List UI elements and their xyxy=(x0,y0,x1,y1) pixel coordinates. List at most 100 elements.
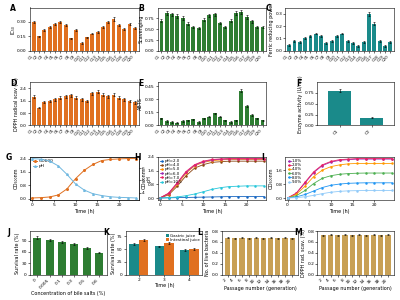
4.0% xyxy=(285,196,290,200)
Bar xyxy=(223,120,227,125)
Bar xyxy=(70,244,78,274)
Bar xyxy=(165,13,169,51)
Bar xyxy=(80,43,84,51)
pH=4.0 xyxy=(201,163,206,166)
Bar xyxy=(303,38,307,51)
Line: pH=5.0: pH=5.0 xyxy=(159,159,265,199)
pH=4.0 xyxy=(262,159,266,163)
Bar xyxy=(46,240,54,274)
pH=7.0 xyxy=(210,158,214,161)
pH=5.0 xyxy=(253,158,258,161)
Bar xyxy=(53,99,57,125)
Bar xyxy=(192,27,195,51)
Bar xyxy=(165,121,169,125)
pH=2.0 xyxy=(236,195,240,198)
pH=2.0 xyxy=(218,195,223,199)
9.0% xyxy=(329,190,334,194)
pH=6.0 xyxy=(218,158,223,161)
pH=4.0 xyxy=(158,196,162,200)
8.0% xyxy=(372,181,377,184)
4.0% xyxy=(320,168,325,172)
Y-axis label: DPPH radical scav (%): DPPH radical scav (%) xyxy=(14,77,18,130)
1.0% xyxy=(329,160,334,164)
Bar xyxy=(225,238,230,274)
pH=4.0 xyxy=(175,184,180,188)
Bar xyxy=(139,240,148,274)
4.0% xyxy=(302,184,307,188)
6.0% xyxy=(329,174,334,178)
OD600 xyxy=(56,193,61,197)
2.0% xyxy=(320,163,325,167)
OD600 xyxy=(30,196,34,200)
pH=6.0 xyxy=(236,157,240,161)
Y-axis label: IC₅₀: IC₅₀ xyxy=(11,25,16,34)
4.0% xyxy=(311,175,316,178)
OD600 xyxy=(38,196,43,200)
Bar xyxy=(335,36,339,51)
1.0% xyxy=(372,157,377,161)
pH xyxy=(64,172,69,176)
Bar xyxy=(232,238,237,274)
pH=6.0 xyxy=(201,160,206,164)
Bar xyxy=(160,20,163,51)
1.0% xyxy=(285,196,290,200)
9.0% xyxy=(346,189,351,193)
pH=5.0 xyxy=(158,196,162,200)
Bar xyxy=(346,41,350,51)
Legend: pH=2.0, pH=4.0, pH=5.0, pH=6.0, pH=7.0, pH=10.5: pH=2.0, pH=4.0, pH=5.0, pH=6.0, pH=7.0, … xyxy=(160,159,182,184)
Text: D: D xyxy=(10,79,17,88)
Bar xyxy=(48,27,52,51)
6.0% xyxy=(294,194,299,197)
Bar xyxy=(239,238,244,274)
Y-axis label: Enzyme activity (U/mg): Enzyme activity (U/mg) xyxy=(298,75,303,133)
Bar xyxy=(218,117,222,125)
pH=5.0 xyxy=(262,158,266,161)
Bar xyxy=(372,24,376,51)
pH=10.5 xyxy=(262,184,266,188)
Text: F: F xyxy=(296,79,301,88)
Text: H: H xyxy=(134,153,140,162)
pH=5.0 xyxy=(184,172,188,175)
pH=4.0 xyxy=(192,166,197,170)
Bar xyxy=(74,30,78,51)
1.0% xyxy=(320,164,325,167)
Bar xyxy=(385,235,390,274)
Bar xyxy=(328,91,351,125)
Bar xyxy=(202,118,206,125)
pH=5.0 xyxy=(244,158,249,161)
Bar xyxy=(112,95,116,125)
9.0% xyxy=(372,189,377,192)
Bar xyxy=(371,235,376,274)
pH=2.0 xyxy=(184,196,188,199)
Bar xyxy=(170,122,174,125)
OD600 xyxy=(134,157,139,160)
9.0% xyxy=(381,189,386,192)
Bar xyxy=(133,103,137,125)
6.0% xyxy=(381,171,386,175)
pH=10.5 xyxy=(253,184,258,188)
Line: pH=7.0: pH=7.0 xyxy=(159,158,265,199)
Bar xyxy=(58,242,66,274)
Bar xyxy=(53,24,57,51)
pH xyxy=(73,182,78,186)
OD600 xyxy=(108,158,113,161)
pH=6.0 xyxy=(192,163,197,167)
8.0% xyxy=(381,181,386,184)
Line: 9.0%: 9.0% xyxy=(287,190,392,199)
2.0% xyxy=(363,157,368,160)
Text: M: M xyxy=(294,228,302,237)
Bar xyxy=(176,123,179,125)
Bar xyxy=(42,102,46,125)
OD600 xyxy=(117,157,122,161)
Bar xyxy=(229,122,232,125)
8.0% xyxy=(320,186,325,189)
Bar xyxy=(362,42,366,51)
pH xyxy=(134,196,139,200)
pH=10.5 xyxy=(158,196,162,200)
Bar xyxy=(74,98,78,125)
Text: E: E xyxy=(138,79,144,88)
Bar xyxy=(192,119,195,125)
Bar xyxy=(197,122,201,125)
Bar xyxy=(181,121,185,125)
1.0% xyxy=(355,157,360,161)
